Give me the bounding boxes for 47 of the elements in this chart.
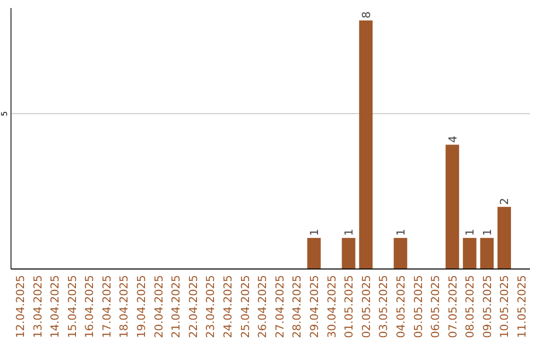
x-tick-label: 29.04.2025 bbox=[308, 275, 321, 338]
x-tick-label: 10.05.2025 bbox=[498, 275, 512, 338]
bar bbox=[342, 238, 356, 269]
x-tick-label: 05.05.2025 bbox=[412, 275, 425, 338]
x-tick-label: 16.04.2025 bbox=[83, 275, 96, 338]
x-tick-label: 01.05.2025 bbox=[342, 275, 356, 338]
x-tick-label: 21.04.2025 bbox=[170, 275, 183, 338]
x-tick-label: 12.04.2025 bbox=[14, 275, 27, 338]
data-label: 1 bbox=[394, 228, 408, 236]
x-tick-label: 30.04.2025 bbox=[325, 275, 338, 338]
x-tick-label: 26.04.2025 bbox=[256, 275, 270, 338]
x-tick-label: 14.04.2025 bbox=[48, 275, 62, 338]
y-tick-label: 5 bbox=[0, 111, 9, 116]
bar bbox=[359, 20, 373, 269]
x-tick-label: 13.04.2025 bbox=[31, 275, 44, 338]
x-tick-label: 20.04.2025 bbox=[152, 275, 166, 338]
data-label: 1 bbox=[342, 228, 356, 236]
x-tick-label: 17.04.2025 bbox=[100, 275, 114, 338]
x-tick-label: 04.05.2025 bbox=[394, 275, 408, 338]
bar bbox=[446, 144, 460, 269]
x-tick-label: 06.05.2025 bbox=[429, 275, 442, 338]
x-tick-label: 11.05.2025 bbox=[516, 275, 529, 338]
bar bbox=[497, 206, 511, 269]
x-tick-label: 07.05.2025 bbox=[446, 275, 460, 338]
x-tick-label: 24.04.2025 bbox=[222, 275, 235, 338]
data-label: 1 bbox=[464, 228, 477, 236]
bar bbox=[307, 238, 321, 269]
x-tick-label: 23.04.2025 bbox=[204, 275, 218, 338]
x-tick-label: 03.05.2025 bbox=[377, 275, 390, 338]
x-tick-label: 28.04.2025 bbox=[290, 275, 304, 338]
x-tick-label: 15.04.2025 bbox=[66, 275, 79, 338]
bar bbox=[394, 238, 408, 269]
x-tick-label: 27.04.2025 bbox=[273, 275, 286, 338]
x-tick-label: 22.04.2025 bbox=[186, 275, 200, 338]
data-label: 4 bbox=[446, 136, 460, 143]
x-tick-label: 18.04.2025 bbox=[118, 275, 131, 338]
bar bbox=[462, 238, 476, 269]
data-label: 8 bbox=[360, 11, 373, 18]
data-label: 2 bbox=[498, 198, 512, 205]
x-tick-label: 19.04.2025 bbox=[135, 275, 148, 338]
x-tick-label: 25.04.2025 bbox=[238, 275, 252, 338]
data-label: 1 bbox=[480, 228, 494, 236]
x-tick-label: 08.05.2025 bbox=[464, 275, 477, 338]
bar bbox=[480, 238, 494, 269]
x-tick-label: 02.05.2025 bbox=[360, 275, 373, 338]
x-tick-label: 09.05.2025 bbox=[480, 275, 494, 338]
data-label: 1 bbox=[308, 228, 321, 236]
